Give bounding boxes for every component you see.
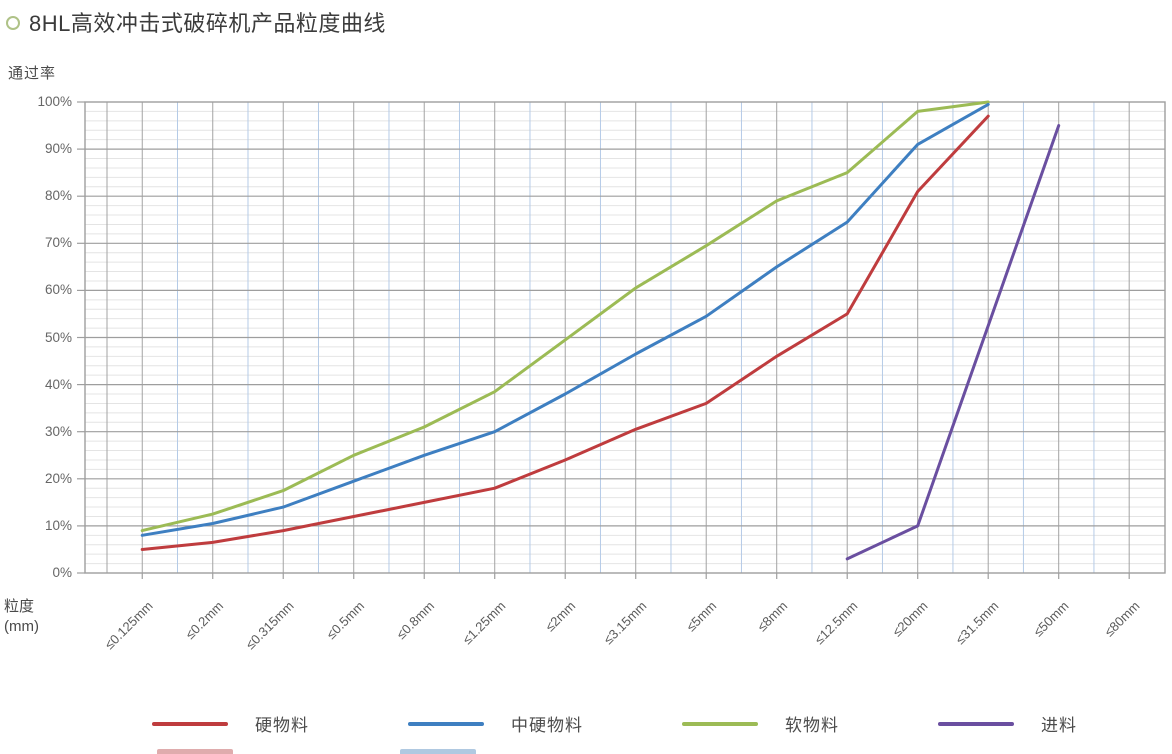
legend-label: 硬物料 — [255, 716, 309, 735]
y-tick-label: 20% — [44, 470, 72, 486]
legend-label: 进料 — [1041, 716, 1077, 735]
legend-label: 软物料 — [785, 716, 839, 735]
bullet-circle-icon — [6, 16, 20, 30]
y-tick-label: 50% — [44, 329, 72, 345]
legend-swatch-icon — [152, 721, 228, 726]
chart-legend: 硬物料 中硬物料 软物料 进料 — [152, 711, 1077, 736]
cutoff-legend-swatch-red-strip — [157, 749, 233, 754]
y-tick-label: 40% — [44, 376, 72, 392]
series-line-硬物料 — [140, 114, 990, 551]
legend-item-中硬物料: 中硬物料 — [408, 711, 583, 736]
series-line-软物料 — [140, 100, 990, 533]
y-axis-title: 通过率 — [8, 65, 57, 82]
cutoff-legend-swatch-blue-strip — [400, 749, 476, 754]
legend-item-软物料: 软物料 — [682, 711, 839, 736]
y-tick-label: 60% — [44, 282, 72, 298]
x-axis-title-line2: (mm) — [4, 618, 39, 635]
legend-item-进料: 进料 — [938, 711, 1077, 736]
legend-swatch-icon — [938, 721, 1014, 726]
y-tick-label: 10% — [44, 517, 72, 533]
x-axis-title: 粒度 (mm) — [4, 597, 39, 637]
page-title: 8HL高效冲击式破碎机产品粒度曲线 — [29, 11, 386, 36]
y-tick-label: 0% — [52, 565, 72, 580]
y-tick-label: 70% — [44, 235, 72, 251]
legend-swatch-icon — [682, 721, 758, 726]
chart-title-row: 8HL高效冲击式破碎机产品粒度曲线 — [6, 6, 386, 38]
y-tick-label: 80% — [44, 188, 72, 204]
series-line-进料 — [845, 124, 1061, 561]
legend-item-硬物料: 硬物料 — [152, 711, 309, 736]
legend-label: 中硬物料 — [511, 716, 583, 735]
x-axis-title-line1: 粒度 — [4, 598, 35, 615]
y-tick-label: 30% — [44, 423, 72, 439]
legend-swatch-icon — [408, 721, 484, 726]
series-line-中硬物料 — [140, 102, 990, 537]
y-tick-label: 90% — [44, 141, 72, 157]
y-tick-label: 100% — [37, 94, 72, 109]
